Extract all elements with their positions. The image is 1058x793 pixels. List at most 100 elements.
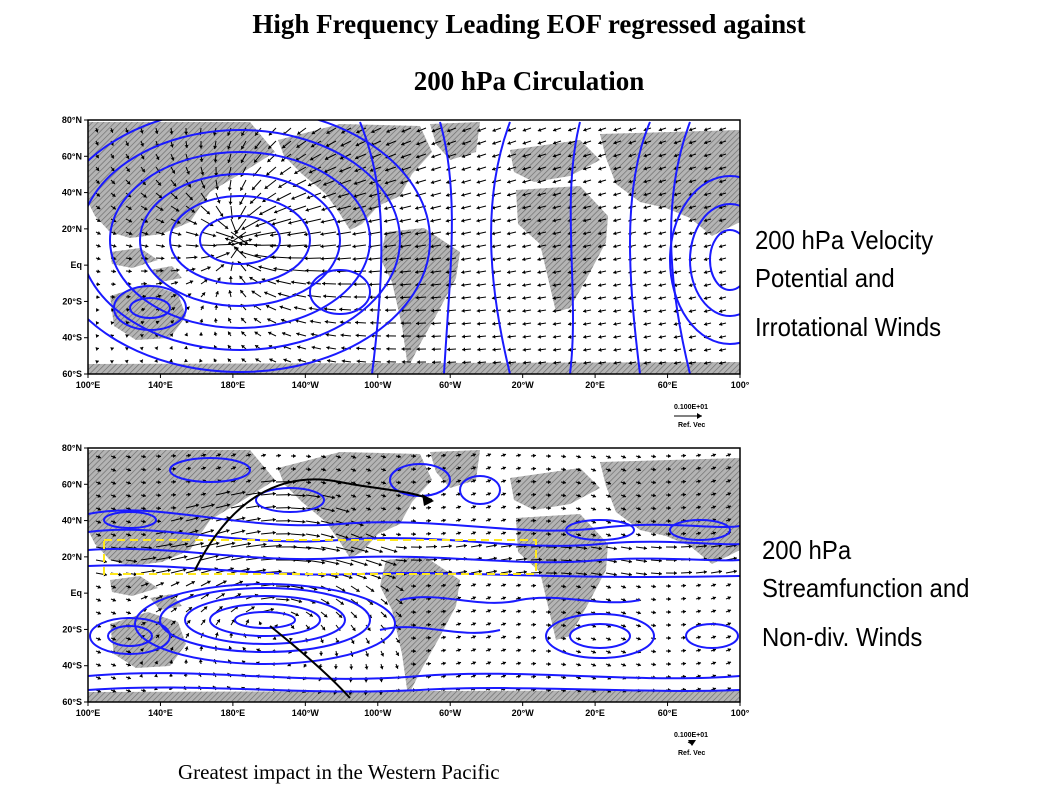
wind-vector-head — [457, 531, 461, 536]
wind-vector-head — [264, 185, 269, 189]
wind-vector-head — [176, 268, 180, 273]
wind-vector-head — [352, 507, 356, 511]
wind-vector-head — [577, 636, 581, 641]
wind-vector-head — [272, 636, 277, 641]
wind-vector-head — [476, 308, 480, 313]
wind-vector-head — [442, 609, 446, 614]
wind-vector-head — [427, 505, 431, 510]
wind-vector-head — [349, 666, 354, 670]
wind-vector-head — [384, 269, 388, 274]
wind-vector-head — [582, 218, 587, 223]
wind-vector-head — [259, 211, 263, 216]
wind-vector-head — [354, 320, 359, 325]
wind-vector-head — [628, 127, 633, 132]
wind-vector-head — [271, 221, 276, 226]
wind-vector-head — [320, 219, 325, 224]
wind-vector-head — [637, 610, 641, 615]
wind-vector-head — [622, 467, 626, 472]
wind-vector-head — [492, 334, 496, 339]
wind-vector-head — [175, 581, 180, 586]
wind-vector-head — [399, 269, 403, 274]
wind-vector-head — [160, 581, 164, 586]
wind-vector-head — [607, 468, 611, 472]
wind-vector-head — [673, 192, 678, 197]
wind-vector-head — [227, 358, 232, 363]
wind-vector-head — [152, 568, 156, 573]
wind-vector-head — [682, 661, 686, 666]
wind-vector-head — [416, 128, 421, 133]
wind-vector-head — [270, 233, 274, 237]
lon-tick-label: 100° — [731, 380, 750, 390]
wind-vector-head — [667, 610, 671, 615]
lat-tick-label: 80°N — [62, 443, 82, 453]
wind-vector — [254, 231, 277, 237]
wind-vector — [290, 546, 312, 549]
wind-vector-head — [169, 660, 174, 664]
wind-vector-head — [457, 661, 461, 666]
lon-tick-label: 60°W — [439, 380, 462, 390]
wind-vector-head — [598, 572, 602, 577]
wind-vector-head — [547, 675, 551, 680]
lat-tick-label: 60°N — [62, 151, 82, 161]
wind-vector-head — [457, 648, 461, 653]
wind-vector-head — [712, 674, 716, 679]
wind-vector-head — [673, 335, 678, 339]
streamfunction-panel: 80°N 60°N 40°N 20°N Eq 20°S 40°S 60°S 100°E 140°… — [40, 440, 760, 760]
wind-vector-head — [487, 505, 491, 509]
wind-vector-head — [552, 347, 557, 352]
wind-vector-head — [336, 256, 340, 261]
ref-vector-label: Ref. Vec — [678, 422, 705, 429]
wind-vector-head — [112, 624, 116, 628]
wind-vector-head — [430, 193, 435, 197]
wind-vector-head — [239, 242, 243, 247]
wind-vector-head — [712, 531, 716, 536]
wind-vector-head — [384, 206, 388, 211]
wind-vector-head — [643, 322, 647, 326]
wind-vector-head — [703, 296, 708, 300]
wind-vector-head — [287, 662, 292, 667]
wind-vector-head — [582, 179, 587, 184]
wind-vector-head — [227, 132, 231, 136]
wind-vector-head — [128, 206, 132, 210]
wind-vector-head — [172, 466, 176, 471]
annotation-arrows — [194, 478, 434, 699]
wind-vector-head — [352, 468, 356, 472]
wind-vector-head — [267, 158, 271, 163]
wind-vector-head — [239, 250, 244, 255]
wind-vector-head — [369, 180, 373, 185]
wind-vector-head — [251, 186, 256, 190]
wind-vector-head — [97, 520, 101, 524]
wind-vector-head — [431, 141, 436, 146]
wind-vector-head — [325, 143, 330, 147]
wind-vector-head — [688, 309, 693, 313]
wind-vector-head — [378, 691, 383, 695]
wind-vector-head — [321, 626, 326, 631]
wind-vector-head — [126, 168, 130, 172]
wind-vector-head — [703, 166, 708, 171]
wind-vector-head — [95, 334, 99, 338]
wind-vector-head — [272, 491, 276, 496]
wind-vector-head — [191, 209, 195, 213]
wind-vector-head — [607, 637, 611, 641]
wind-vector-head — [414, 244, 419, 249]
ref-vector-label: Ref. Vec — [678, 750, 705, 757]
wind-vector-head — [427, 453, 431, 458]
wind-vector-head — [461, 321, 465, 326]
wind-vector-head — [356, 588, 360, 592]
velocity-potential-panel: 80°N 60°N 40°N 20°N Eq 20°S 40°S 60°S 100°E 140°… — [40, 112, 760, 432]
figure-title-line-2: 200 hPa Circulation — [413, 66, 645, 96]
wind-vector-head — [598, 309, 602, 313]
wind-vector-head — [382, 467, 386, 472]
wind-vector-head — [688, 153, 693, 158]
wind-vector-head — [226, 529, 230, 533]
wind-vector-head — [371, 129, 375, 134]
wind-vector-head — [335, 561, 340, 566]
wind-vector-head — [307, 467, 311, 472]
wind-vector-head — [322, 194, 326, 199]
wind-vector-head — [658, 360, 663, 365]
wind-vector-head — [168, 673, 173, 677]
wind-vector — [259, 205, 277, 216]
wind-vector-head — [283, 358, 287, 363]
wind-vector-head — [382, 506, 386, 511]
wind-vector-head — [472, 635, 476, 640]
